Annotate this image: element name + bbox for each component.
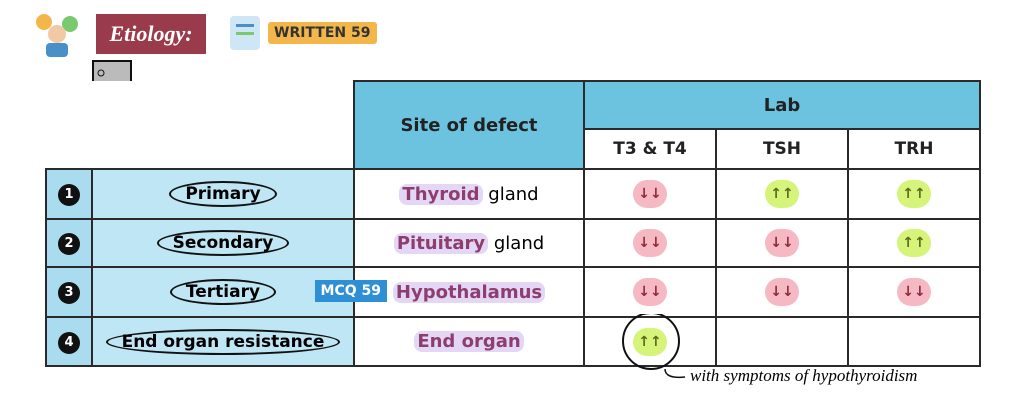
site-highlight: Thyroid [399, 183, 483, 205]
number-cell: 2 [45, 218, 93, 268]
lab-column: T3 & T4 [583, 128, 717, 170]
site-cell: Pituitary gland [353, 218, 585, 268]
lab-result: ↑↑ [897, 180, 931, 208]
etiology-table: Site of defect Lab T3 & T4 TSH TRH 1 Prim… [45, 80, 981, 367]
lab-cell [715, 316, 849, 367]
doctor-icon [36, 14, 78, 57]
number-cell: 4 [45, 316, 93, 367]
lab-cell: ↓↓ [583, 266, 717, 318]
type-cell: Secondary [91, 218, 355, 268]
lab-cell: ↓↓ [715, 218, 849, 268]
row-number: 2 [58, 233, 80, 255]
lab-cell: ↑↑ [583, 316, 717, 367]
lab-cell: ↓↓ [847, 266, 981, 318]
type-cell: Primary [91, 168, 355, 220]
lab-result: ↓↓ [897, 278, 931, 306]
lab-header: Lab [583, 80, 981, 130]
lab-cell [847, 316, 981, 367]
lab-result: ↓↓ [765, 278, 799, 306]
annotation: with symptoms of hypothyroidism [690, 366, 918, 385]
lab-cell: ↓↓ [715, 266, 849, 318]
lab-cell: ↓↓ [583, 168, 717, 220]
site-header: Site of defect [353, 80, 585, 170]
lab-cell: ↑↑ [847, 218, 981, 268]
site-rest: gland [488, 183, 539, 205]
etiology-type: End organ resistance [105, 328, 341, 355]
row-number: 3 [58, 282, 80, 304]
type-cell: End organ resistance [91, 316, 355, 367]
lab-result: ↓↓ [633, 278, 667, 306]
lab-column: TRH [847, 128, 981, 170]
row-number: 1 [58, 184, 80, 206]
mcq-badge: MCQ 59 [314, 280, 387, 302]
number-cell: 1 [45, 168, 93, 220]
table-row: 4 End organ resistance End organ ↑↑ [45, 316, 981, 367]
lab-column: TSH [715, 128, 849, 170]
written-badge: WRITTEN 59 [268, 22, 377, 44]
table-row: 1 Primary Thyroid gland ↓↓ ↑↑ ↑↑ [45, 168, 981, 220]
site-cell: End organ [353, 316, 585, 367]
type-cell: Tertiary MCQ 59 [91, 266, 387, 318]
etiology-type: Tertiary [169, 279, 277, 305]
number-cell: 3 [45, 266, 93, 318]
lab-cell: ↑↑ [847, 168, 981, 220]
etiology-type: Secondary [156, 230, 290, 256]
lab-result: ↓↓ [633, 180, 667, 208]
site-cell: Thyroid gland [353, 168, 585, 220]
site-highlight: End organ [414, 331, 524, 352]
table-row: 3 Tertiary MCQ 59 Hypothalamus ↓↓ ↓↓ ↓↓ [45, 266, 981, 318]
circle-mark [622, 314, 686, 379]
row-number: 4 [58, 331, 80, 354]
lab-result: ↑↑ [897, 229, 931, 257]
table-row: 2 Secondary Pituitary gland ↓↓ ↓↓ ↑↑ [45, 218, 981, 268]
title: Etiology: [96, 14, 206, 54]
site-highlight: Pituitary [393, 232, 489, 254]
etiology-type: Primary [169, 181, 277, 207]
lab-result: ↑↑ [633, 327, 667, 356]
lab-cell: ↓↓ [583, 218, 717, 268]
lab-cell: ↑↑ [715, 168, 849, 220]
written-icon [230, 16, 260, 50]
lab-result: ↓↓ [633, 229, 667, 257]
site-highlight: Hypothalamus [392, 281, 546, 303]
lab-result: ↓↓ [765, 229, 799, 257]
site-cell: Hypothalamus [353, 266, 585, 318]
lab-result: ↑↑ [765, 180, 799, 208]
site-rest: gland [493, 232, 545, 254]
